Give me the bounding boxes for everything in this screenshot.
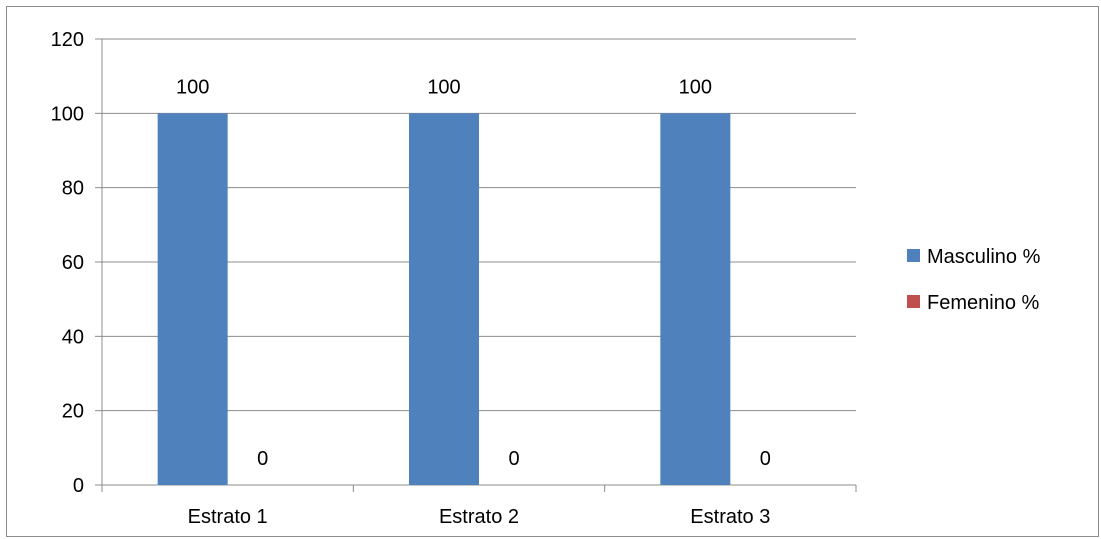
legend-swatch	[907, 295, 920, 308]
x-category-label: Estrato 2	[439, 506, 519, 528]
chart-frame: 0 20 40 60 80 100 120 100 0 Estrato 1 100 0 Estrato …	[6, 6, 1099, 537]
labels: 0 20 40 60 80 100 120 100 0 Estrato 1 100 0 Estrato …	[51, 29, 771, 528]
y-tick-label: 60	[62, 252, 84, 274]
bar	[409, 113, 479, 485]
bar	[660, 113, 731, 485]
y-tick-label: 20	[62, 401, 84, 423]
legend: Masculino % Femenino %	[907, 246, 1041, 314]
legend-label: Masculino %	[927, 246, 1041, 268]
bars	[157, 113, 731, 485]
data-label: 0	[508, 448, 519, 470]
data-label: 100	[427, 76, 460, 98]
bar	[157, 113, 228, 485]
data-label: 100	[176, 76, 209, 98]
data-label: 0	[257, 448, 268, 470]
data-label: 100	[679, 76, 712, 98]
y-tick-label: 0	[73, 475, 84, 497]
legend-swatch	[907, 249, 920, 262]
bar-chart: 0 20 40 60 80 100 120 100 0 Estrato 1 100 0 Estrato …	[51, 29, 1041, 528]
legend-label: Femenino %	[927, 292, 1039, 314]
x-category-label: Estrato 1	[188, 506, 268, 528]
y-tick-label: 120	[51, 29, 84, 51]
data-label: 0	[760, 448, 771, 470]
y-tick-label: 100	[51, 103, 84, 125]
y-tick-label: 80	[62, 178, 84, 200]
y-tick-label: 40	[62, 326, 84, 348]
x-category-label: Estrato 3	[690, 506, 770, 528]
